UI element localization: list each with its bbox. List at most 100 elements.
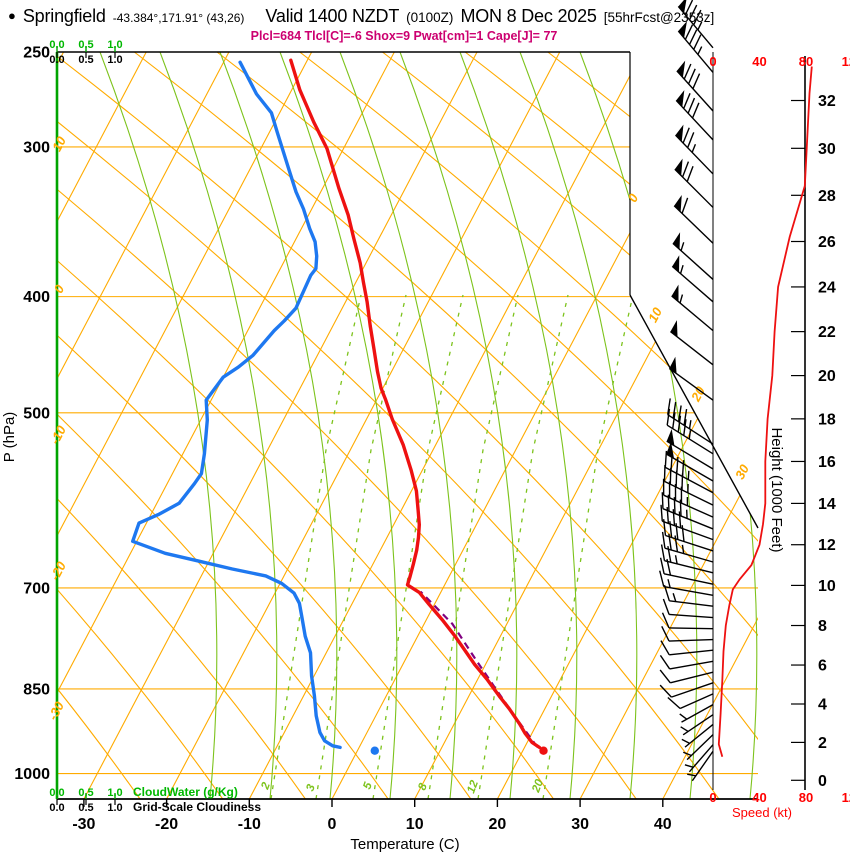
wind-barb <box>661 626 714 642</box>
wind-barb <box>659 654 714 670</box>
svg-text:2: 2 <box>818 735 827 752</box>
wind-barb <box>661 492 714 530</box>
svg-text:0.5: 0.5 <box>78 787 93 799</box>
plot-border-slant <box>629 294 759 529</box>
isotherm-line <box>248 52 643 799</box>
wind-barb <box>659 557 714 585</box>
temperature-curve <box>289 58 542 750</box>
svg-text:1.0: 1.0 <box>107 54 122 66</box>
moist-adiabat-line <box>579 52 698 799</box>
svg-text:40: 40 <box>752 54 766 69</box>
surface-dewpoint-dot <box>370 746 379 755</box>
moist-adiabat-line <box>339 52 458 799</box>
svg-text:8: 8 <box>818 618 827 635</box>
wind-barb <box>665 441 714 482</box>
svg-text:-20: -20 <box>155 816 178 833</box>
dry-adiabat-line <box>57 52 389 799</box>
svg-text:20: 20 <box>489 816 507 833</box>
pressure-axis: 250 300 400 500 700 850 1000 P (hPa) <box>1 45 50 784</box>
wind-barb <box>672 232 714 280</box>
moist-adiabat-line <box>219 52 338 799</box>
svg-text:80: 80 <box>799 790 813 805</box>
svg-text:30: 30 <box>818 141 836 158</box>
mixing-ratio-line <box>315 294 407 799</box>
svg-text:6: 6 <box>818 658 827 675</box>
wind-barbs <box>659 0 714 782</box>
station-bullet-icon: ● <box>8 8 16 23</box>
wind-barb <box>666 408 714 455</box>
svg-text:10: 10 <box>818 578 836 595</box>
svg-text:0.5: 0.5 <box>78 802 93 814</box>
wind-barb <box>667 398 714 445</box>
dry-adiabat-line <box>216 52 758 799</box>
isotherm-line <box>579 52 758 799</box>
surface-temperature-dot <box>539 746 548 755</box>
svg-text:28: 28 <box>818 188 836 205</box>
wind-barb <box>670 320 714 366</box>
moist-adiabat-line <box>519 52 638 799</box>
wind-barb <box>668 356 714 401</box>
svg-text:1.0: 1.0 <box>107 39 122 51</box>
moist-adiabat-line <box>639 52 758 799</box>
wind-barb <box>674 124 714 175</box>
station-name: Springfield <box>22 6 106 26</box>
svg-text:14: 14 <box>818 496 836 513</box>
svg-text:0.0: 0.0 <box>49 39 64 51</box>
svg-text:0.0: 0.0 <box>49 802 64 814</box>
svg-text:2: 2 <box>259 780 273 792</box>
isotherm-line <box>57 52 313 799</box>
wind-barb <box>675 90 714 141</box>
wind-barb <box>677 21 714 73</box>
wind-barb <box>684 744 714 773</box>
wind-barb <box>681 723 714 748</box>
wind-barb <box>663 584 714 607</box>
svg-text:8: 8 <box>416 781 430 792</box>
moist-adiabat-line <box>99 52 218 799</box>
dry-adiabat-line <box>133 52 758 799</box>
svg-text:1.0: 1.0 <box>107 787 122 799</box>
wind-speed-curve <box>717 66 813 757</box>
dry-adiabat-line <box>57 52 306 799</box>
isotherm-line <box>57 52 147 799</box>
wind-barb <box>663 464 714 506</box>
moist-adiabat-line <box>459 52 578 799</box>
svg-text:20: 20 <box>818 368 836 385</box>
wind-barb <box>671 284 714 332</box>
dry-adiabat-line <box>57 52 720 799</box>
svg-text:-10: -10 <box>238 816 261 833</box>
wind-barb <box>666 428 714 470</box>
wind-barb <box>662 478 714 518</box>
wind-barb <box>676 60 714 112</box>
moist-adiabat-line <box>159 52 278 799</box>
svg-text:1000: 1000 <box>14 766 50 783</box>
wind-barb <box>659 669 714 684</box>
svg-text:0.0: 0.0 <box>49 787 64 799</box>
svg-text:P (hPa): P (hPa) <box>1 412 18 463</box>
svg-text:300: 300 <box>23 139 50 156</box>
wind-barb <box>683 734 714 761</box>
wind-barb <box>673 194 714 244</box>
wind-barb <box>679 704 714 723</box>
svg-text:400: 400 <box>23 289 50 306</box>
svg-text:20: 20 <box>530 777 546 795</box>
chart-title: ● Springfield -43.384°,171.91° (43,26) V… <box>8 6 850 27</box>
wind-barb <box>680 714 714 736</box>
dry-adiabat-line <box>57 52 224 799</box>
wind-barb <box>664 450 714 494</box>
valid-zulu: (0100Z) <box>406 10 454 25</box>
forecast-hour: [55hrFcst@2353z] <box>603 10 715 25</box>
svg-text:12: 12 <box>818 537 836 554</box>
wind-barb <box>677 0 714 49</box>
svg-text:120: 120 <box>842 790 850 805</box>
isotherm-line <box>57 52 230 799</box>
svg-text:0.5: 0.5 <box>78 54 93 66</box>
svg-text:80: 80 <box>799 54 813 69</box>
wind-barb <box>667 693 714 710</box>
svg-text:0: 0 <box>709 790 716 805</box>
isotherm-line <box>414 52 758 799</box>
svg-text:32: 32 <box>818 93 836 110</box>
wind-barb <box>661 612 714 630</box>
mixing-ratio-line <box>477 294 569 799</box>
svg-text:-20: -20 <box>47 558 69 582</box>
mixing-ratio-line <box>372 294 464 799</box>
